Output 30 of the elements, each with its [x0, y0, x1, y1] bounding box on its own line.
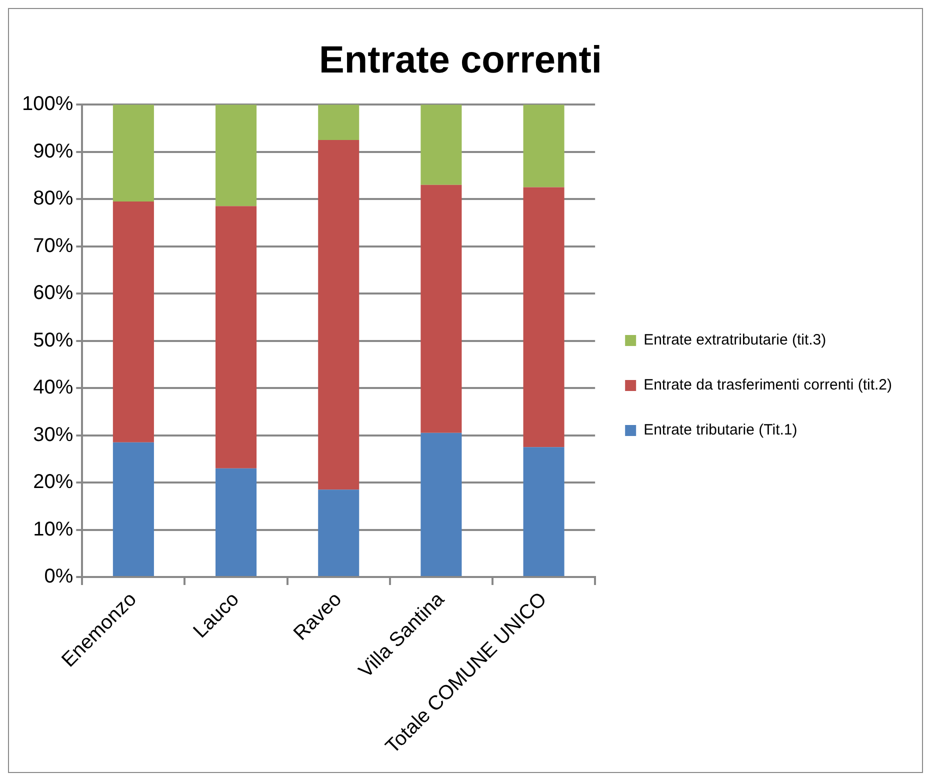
legend-label: Entrate tributarie (Tit.1) [644, 422, 798, 439]
bar [318, 490, 360, 576]
bar [523, 104, 564, 188]
bar [216, 104, 257, 206]
bar [420, 432, 462, 576]
bar [216, 468, 257, 576]
y-tick-label: 70% [33, 234, 74, 257]
bar [420, 104, 462, 185]
y-tick-label: 40% [33, 376, 74, 399]
bar [523, 447, 564, 576]
y-tick-label: 60% [33, 282, 74, 304]
chart-title: Entrate correnti [319, 39, 602, 82]
y-tick-label: 100% [22, 93, 74, 116]
y-tick-label: 10% [33, 518, 74, 540]
legend-label: Entrate da trasferimenti correnti (tit.2) [644, 376, 892, 394]
bar [216, 206, 257, 468]
y-tick-label: 80% [33, 188, 74, 210]
y-tick-label: 20% [33, 471, 74, 494]
bar [112, 104, 154, 202]
y-tick-label: 90% [33, 140, 74, 162]
legend-label: Entrate extratributarie (tit.3) [644, 332, 826, 349]
y-tick-label: 50% [33, 329, 74, 352]
bar [523, 187, 564, 448]
bar [318, 140, 360, 490]
bar [112, 442, 154, 576]
bar [112, 201, 154, 442]
y-tick-label: 30% [33, 424, 74, 446]
y-tick-label: 0% [44, 566, 74, 588]
bar [318, 104, 360, 140]
bar [420, 184, 462, 433]
